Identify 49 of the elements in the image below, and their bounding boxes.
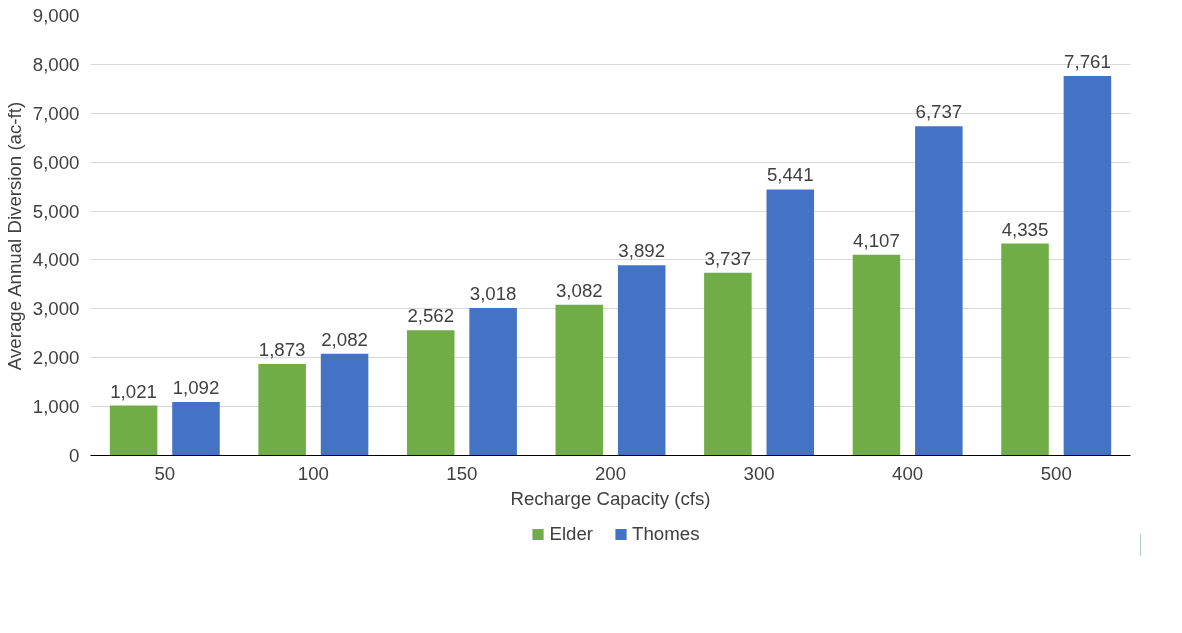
data-label: 3,892: [618, 240, 666, 262]
data-label: 3,018: [469, 282, 517, 304]
x-tick-label: 200: [594, 462, 627, 484]
data-label: 4,335: [1001, 218, 1049, 240]
data-label: 5,441: [766, 164, 814, 186]
y-tick-label: 6,000: [32, 151, 80, 173]
bar: [406, 330, 455, 456]
bar: [469, 307, 517, 456]
x-tick-label: 500: [1040, 462, 1072, 484]
bar: [320, 353, 369, 456]
legend-label: Elder: [549, 522, 594, 545]
data-label: 1,092: [172, 377, 220, 399]
data-label: 3,737: [704, 247, 752, 269]
bar: [1063, 76, 1112, 456]
x-tick-label: 100: [297, 462, 329, 484]
data-label: 7,761: [1064, 51, 1111, 73]
y-tick-label: 3,000: [32, 298, 80, 320]
bar: [704, 272, 752, 456]
data-label: 3,082: [555, 279, 603, 301]
bar: [852, 254, 901, 456]
y-tick-label: 0: [69, 445, 80, 466]
data-label: 2,562: [407, 305, 455, 327]
bar: [617, 265, 666, 456]
x-tick-label: 50: [154, 462, 176, 484]
data-label: 6,737: [915, 101, 963, 123]
data-label: 1,873: [258, 338, 306, 360]
bar: [258, 363, 306, 456]
y-axis-title: Average Annual Diversion (ac-ft): [3, 101, 25, 371]
data-label: 1,021: [110, 380, 157, 402]
bar: [1001, 243, 1049, 456]
bar: [555, 304, 604, 456]
bar: [766, 189, 815, 456]
y-tick-label: 1,000: [32, 396, 80, 418]
y-tick-label: 4,000: [32, 249, 80, 271]
y-tick-label: 2,000: [32, 347, 80, 369]
data-label: 2,082: [321, 328, 368, 350]
y-tick-label: 8,000: [32, 53, 80, 75]
legend-label: Thomes: [632, 522, 700, 545]
bar: [172, 402, 220, 456]
bar: [915, 126, 963, 456]
y-tick-label: 9,000: [32, 5, 80, 26]
x-tick-label: 300: [743, 462, 775, 484]
y-tick-label: 5,000: [32, 200, 80, 222]
x-tick-label: 150: [446, 462, 478, 484]
data-label: 4,107: [853, 229, 900, 251]
x-tick-label: 400: [892, 462, 924, 484]
bar: [109, 405, 158, 456]
x-axis-title: Recharge Capacity (cfs): [510, 487, 711, 509]
y-tick-label: 7,000: [32, 102, 80, 124]
